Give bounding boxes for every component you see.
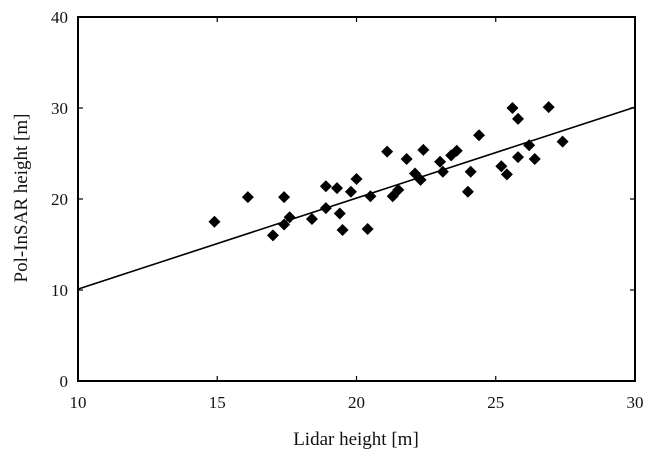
data-point <box>495 160 508 173</box>
data-point <box>542 101 555 114</box>
data-points-layer <box>208 101 569 242</box>
data-point <box>361 223 374 236</box>
data-point <box>512 112 525 125</box>
data-point <box>319 180 332 193</box>
data-point <box>350 172 363 185</box>
regression-line <box>77 106 636 290</box>
data-point <box>400 152 413 165</box>
x-tick-label: 30 <box>627 393 644 412</box>
data-point <box>364 190 377 203</box>
plot-frame <box>77 16 636 382</box>
y-tick-label: 0 <box>60 372 69 391</box>
data-point <box>461 185 474 198</box>
data-point <box>333 207 346 220</box>
data-point <box>208 215 221 228</box>
y-axis-title: Pol-InSAR height [m] <box>11 114 32 283</box>
data-point <box>523 139 536 152</box>
data-point <box>436 165 449 178</box>
y-tick-label: 40 <box>51 8 68 27</box>
data-point <box>305 213 318 226</box>
data-point <box>414 173 427 186</box>
data-point <box>331 182 344 195</box>
y-tick-label: 10 <box>51 281 68 300</box>
data-point <box>512 151 525 164</box>
fit-line-layer <box>77 106 636 290</box>
data-point <box>417 143 430 156</box>
data-point <box>319 202 332 215</box>
data-point <box>500 168 513 181</box>
data-point <box>528 152 541 165</box>
data-point <box>506 102 519 114</box>
data-point <box>473 129 486 142</box>
data-point <box>450 144 463 157</box>
data-point <box>241 191 254 204</box>
x-tick-label: 15 <box>209 393 226 412</box>
data-point <box>278 191 291 204</box>
data-point <box>381 145 394 158</box>
data-point <box>344 185 357 198</box>
data-point <box>266 229 279 242</box>
data-point <box>464 165 477 178</box>
data-point <box>556 135 569 148</box>
y-tick-label: 20 <box>51 190 68 209</box>
x-tick-label: 25 <box>487 393 504 412</box>
data-point <box>392 183 405 196</box>
data-point <box>283 211 296 224</box>
data-point <box>336 223 349 236</box>
x-axis-title: Lidar height [m] <box>293 429 419 450</box>
y-tick-label: 30 <box>51 99 68 118</box>
x-tick-label: 10 <box>70 393 87 412</box>
data-point <box>278 218 291 231</box>
data-point <box>434 155 447 168</box>
x-tick-label: 20 <box>348 393 365 412</box>
